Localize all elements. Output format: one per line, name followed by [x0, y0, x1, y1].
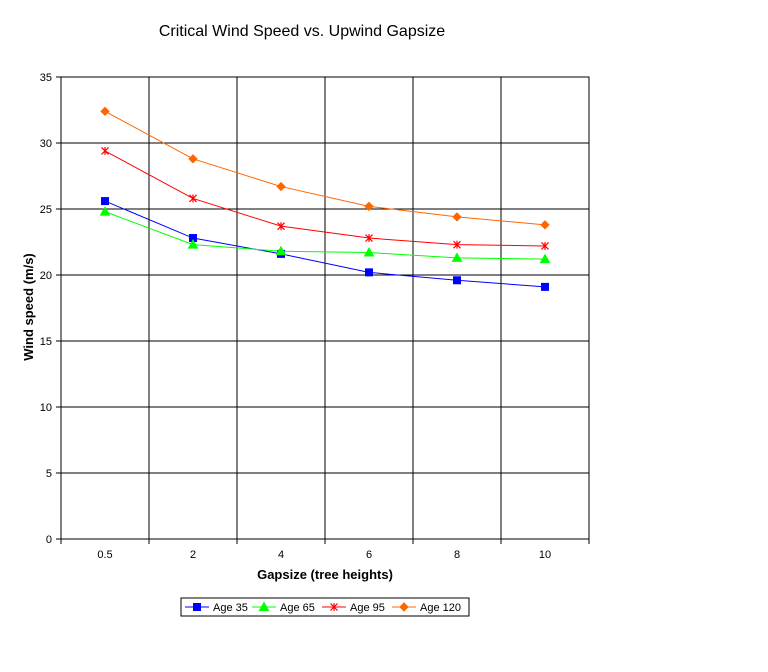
legend-marker — [193, 603, 201, 611]
y-tick-label: 30 — [40, 138, 52, 150]
data-point — [452, 212, 462, 222]
data-point — [539, 253, 551, 264]
series-line — [104, 150, 546, 247]
y-tick-label: 5 — [46, 468, 52, 480]
legend: Age 35 Age 65 Age 95 Age 120 — [180, 597, 470, 617]
series-line — [104, 200, 546, 288]
data-point — [100, 106, 110, 117]
data-point — [277, 222, 285, 231]
data-point — [363, 247, 375, 257]
y-tick-label: 10 — [40, 402, 52, 414]
series-2 — [99, 206, 551, 264]
chart-title: Critical Wind Speed vs. Upwind Gapsize — [159, 23, 445, 40]
legend-label: Age 95 — [350, 602, 385, 614]
x-tick-label: 6 — [366, 549, 372, 561]
legend-label: Age 65 — [280, 602, 315, 614]
data-point — [453, 276, 461, 285]
legend-marker — [399, 602, 409, 612]
plot-border — [60, 76, 590, 540]
data-point — [541, 282, 549, 291]
data-point — [276, 181, 286, 192]
data-point — [99, 206, 111, 216]
data-point — [451, 252, 463, 262]
data-point — [364, 201, 374, 212]
legend-marker — [258, 601, 270, 611]
data-point — [365, 268, 373, 277]
x-tick-label: 8 — [454, 549, 460, 561]
data-point — [541, 241, 549, 250]
y-axis-title: Wind speed (m/s) — [21, 253, 36, 361]
data-point — [188, 154, 198, 164]
series-line — [104, 110, 546, 226]
data-point — [189, 194, 197, 203]
y-tick-label: 20 — [40, 270, 52, 282]
legend-label: Age 120 — [420, 602, 461, 614]
series-4 — [100, 106, 550, 230]
data-point — [453, 240, 461, 249]
legend-marker — [330, 603, 338, 611]
data-point — [275, 245, 287, 256]
x-tick-label: 4 — [278, 549, 284, 561]
data-point — [365, 234, 373, 243]
x-tick-label: 10 — [539, 549, 551, 561]
data-point — [101, 197, 109, 206]
x-tick-label: 0.5 — [97, 549, 112, 561]
series-line — [104, 211, 546, 260]
y-tick-label: 35 — [40, 72, 52, 84]
x-axis-title: Gapsize (tree heights) — [257, 567, 393, 582]
y-tick-label: 0 — [46, 534, 52, 546]
data-point — [101, 146, 109, 155]
data-point — [540, 220, 550, 230]
series-3 — [101, 146, 549, 250]
y-tick-label: 15 — [40, 336, 52, 348]
data-point — [187, 239, 199, 249]
x-tick-label: 2 — [190, 549, 196, 561]
y-tick-label: 25 — [40, 204, 52, 216]
plot-area: 0 5 10 15 20 25 30 35 0.5 2 4 6 8 10 — [40, 72, 590, 561]
legend-label: Age 35 — [213, 602, 248, 614]
